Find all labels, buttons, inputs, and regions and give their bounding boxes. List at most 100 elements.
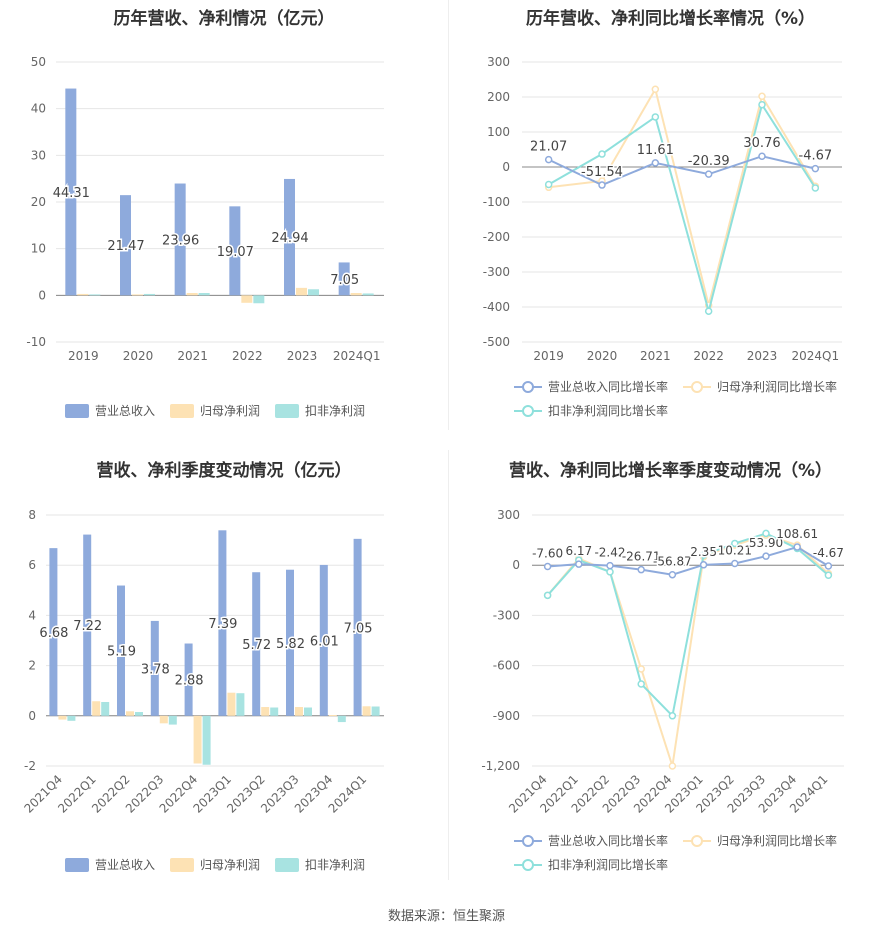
data-point [637,680,645,688]
data-point [543,591,552,600]
legend-label: 扣非净利润 [305,858,366,872]
bar-value-label: 24.94 [271,231,308,246]
y-tick-label: 20 [31,195,46,209]
legend-item-netprofit-growth[interactable]: 归母净利润同比增长率 [683,378,837,395]
bar [58,715,67,720]
x-tick-label: 2024Q1 [333,349,381,363]
legend-item-netprofit-growth[interactable]: 归母净利润同比增长率 [683,832,837,849]
legend-item-netprofit[interactable]: 归母净利润 [170,856,260,873]
legend-label: 归母净利润 [200,404,261,418]
legend-item-revenue[interactable]: 营业总收入 [65,856,155,873]
point-value-label: 53.90 [749,536,783,550]
data-point [543,562,552,571]
legend-item-deducted-growth[interactable]: 扣非净利润同比增长率 [514,402,668,419]
bar [135,712,143,716]
y-tick-label: 2 [28,659,36,673]
bar [174,183,186,296]
legend-item-deducted[interactable]: 扣非净利润 [275,856,365,873]
data-point [811,184,820,192]
data-point [668,712,677,720]
bar [337,715,346,723]
chart-legend: 营业总收入 归母净利润 扣非净利润 [0,856,448,876]
y-tick-label: -300 [483,265,510,279]
data-point [793,543,801,551]
data-point [811,164,820,173]
y-tick-label: 300 [487,55,510,69]
y-tick-label: 0 [38,288,46,302]
legend-swatch [170,857,194,872]
x-tick-label: 2021 [640,349,671,363]
panel-divider [448,0,449,430]
legend-label: 归母净利润同比增长率 [717,380,838,394]
x-tick-label: 2021 [177,349,208,363]
x-tick-label: 2022 [693,349,724,363]
legend-swatch [683,380,711,394]
legend-item-revenue-growth[interactable]: 营业总收入同比增长率 [514,832,668,849]
x-tick-label: 2024Q1 [792,349,840,363]
bar [261,707,270,716]
x-tick-label: 2023 [287,349,318,363]
point-value-label: 11.61 [637,143,674,158]
quarterly-revenue-profit-plot: -2024686.682021Q47.222022Q15.192022Q23.7… [21,508,384,816]
point-value-label: -4.67 [799,149,833,164]
legend-item-deducted-growth[interactable]: 扣非净利润同比增长率 [514,856,668,873]
data-point [731,559,739,568]
data-point [762,529,770,538]
bar-value-label: 5.82 [276,637,305,652]
data-point [544,180,553,189]
y-tick-label: 0 [502,160,510,174]
bar [362,706,371,716]
legend-item-revenue-growth[interactable]: 营业总收入同比增长率 [514,378,668,395]
point-value-label: -20.39 [688,154,730,169]
x-tick-label: 2020 [123,349,154,363]
y-tick-label: 6 [28,558,36,572]
legend-swatch [514,380,542,394]
data-point [668,570,677,579]
legend-label: 营业总收入 [95,404,156,418]
y-tick-label: -1,200 [481,759,520,773]
chart-title: 历年营收、净利同比增长率情况（%） [525,9,816,29]
legend-label: 归母净利润 [200,858,261,872]
chart-title: 历年营收、净利情况（亿元） [113,9,335,29]
bar [308,289,319,296]
bar [353,538,362,716]
legend-swatch [275,403,299,418]
bar [295,707,303,716]
bar [184,643,193,716]
data-point [824,562,833,570]
bar [89,294,101,296]
data-point [637,665,645,673]
y-tick-label: -500 [483,335,510,349]
legend-swatch [514,858,542,872]
bar [253,295,265,304]
legend-item-revenue[interactable]: 营业总收入 [65,402,155,419]
legend-swatch [275,857,299,872]
legend-item-deducted[interactable]: 扣非净利润 [275,402,365,419]
bar-value-label: 6.68 [39,626,68,641]
quarterly-revenue-profit-chart: 营收、净利季度变动情况（亿元） -2 0 2 4 6 8 6.68 2021Q4 7.22 202… [0,450,448,880]
x-tick-label: 2019 [533,349,564,363]
y-tick-label: -200 [483,230,510,244]
data-point [758,92,766,101]
legend-item-netprofit[interactable]: 归母净利润 [170,402,260,419]
y-tick-label: -2 [24,759,36,773]
bar-value-label: 44.31 [53,186,90,201]
bar [229,206,241,296]
data-point [668,762,677,770]
bar-value-label: 3.78 [141,662,170,677]
bar [338,262,350,296]
bar [168,715,177,725]
point-value-label: 2.35 [690,545,717,559]
data-point [758,152,766,160]
bar-value-label: 7.39 [208,617,237,632]
point-value-label: 21.07 [530,140,567,155]
data-point [699,551,708,559]
bar [117,585,125,716]
bar [284,178,295,296]
point-value-label: 108.61 [776,527,818,541]
x-tick-label: 2020 [587,349,618,363]
y-tick-label: 50 [31,55,46,69]
legend-label: 营业总收入 [95,858,156,872]
chart-title: 营收、净利季度变动情况（亿元） [96,461,352,481]
y-tick-label: 8 [28,508,36,522]
